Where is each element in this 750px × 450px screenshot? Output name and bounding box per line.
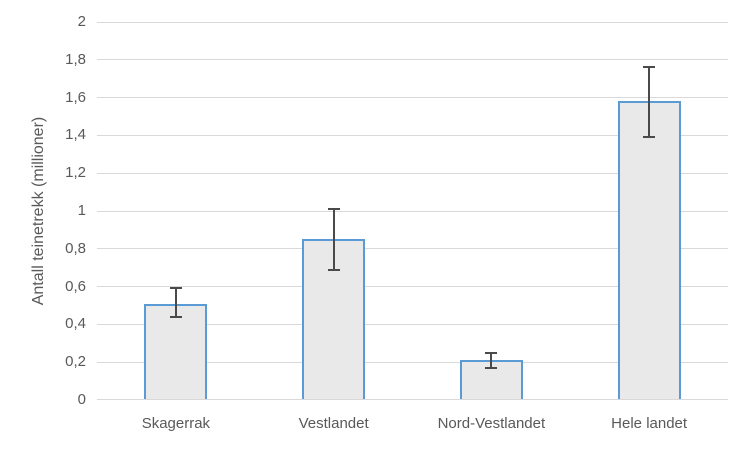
gridline [97,248,728,250]
gridline [97,59,728,61]
x-axis-labels: Skagerrak Vestlandet Nord-Vestlandet Hele l… [97,414,728,438]
error-bar-cap-top-skagerrak [169,287,182,290]
gridline [97,172,728,174]
y-axis-tick-label: 1,8 [65,50,86,68]
error-bar-cap-top-hele-landet [643,66,656,69]
gridline [97,323,728,325]
y-axis-tick-label: 0,6 [65,277,86,295]
y-axis-tick-label: 1 [77,202,86,219]
gridline [97,134,728,136]
y-axis-tick-label: 0 [77,391,86,408]
bar-skagerrak [144,303,208,400]
x-axis-label-skagerrak: Skagerrak [141,415,211,432]
error-bar-line-hele-landet [648,67,651,138]
y-axis-tick-label: 1,6 [65,88,86,106]
error-bar-line-skagerrak [174,288,177,317]
error-bar-cap-bottom-skagerrak [169,315,182,318]
error-bar-cap-bottom-nord-vestlandet [485,366,498,369]
y-axis-tick-label: 1,2 [65,164,86,182]
y-axis-tick-labels: 0 0,2 0,4 0,6 0,8 1 1,2 1,4 1,6 1,8 2 [0,14,86,408]
error-bar-cap-bottom-vestlandet [327,268,340,271]
gridline [97,21,728,23]
x-axis-line [97,399,728,400]
error-bar-cap-top-nord-vestlandet [485,351,498,354]
x-axis-label-nord-vestlandet: Nord-Vestlandet [437,415,546,432]
bar-hele-landet [617,101,681,400]
y-axis-tick-label: 0,4 [65,315,86,333]
error-bar-cap-top-vestlandet [327,208,340,211]
gridline [97,361,728,363]
gridline [97,97,728,99]
error-bar-cap-bottom-hele-landet [643,136,656,139]
bar-nord-vestlandet [459,360,523,400]
gridline [97,286,728,288]
plot-area [97,21,728,400]
y-axis-tick-label: 2 [77,13,86,30]
y-axis-tick-label: 0,8 [65,239,86,257]
x-axis-label-vestlandet: Vestlandet [298,415,369,432]
y-axis-tick-label: 1,4 [65,126,86,144]
error-bar-line-vestlandet [332,209,335,270]
x-axis-label-hele-landet: Hele landet [611,415,688,432]
error-bar-line-nord-vestlandet [490,352,493,368]
y-axis-tick-label: 0,2 [65,353,86,371]
gridline [97,210,728,212]
